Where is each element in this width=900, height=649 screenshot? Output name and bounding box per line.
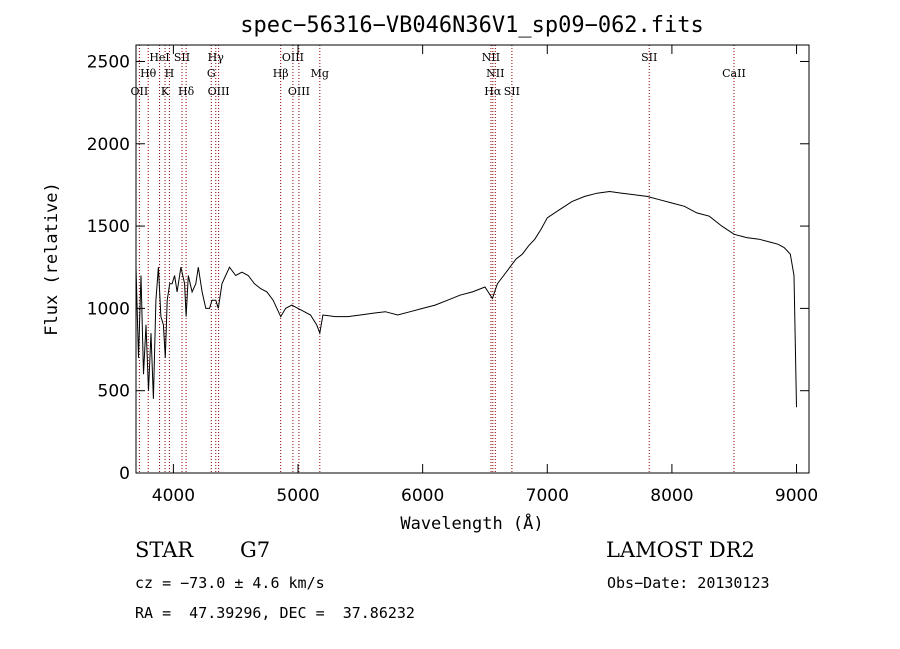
x-tick-label: 8000 — [650, 486, 693, 506]
y-tick-label: 1000 — [87, 299, 130, 319]
y-tick-label: 2500 — [87, 52, 130, 72]
y-tick-label: 0 — [119, 464, 130, 484]
x-tick-label: 5000 — [276, 486, 319, 506]
object-subclass: G7 — [240, 538, 271, 562]
line-marker-label: OII — [131, 85, 149, 98]
y-tick-label: 2000 — [87, 135, 130, 155]
line-marker-label: OIII — [288, 85, 310, 98]
line-marker-label: SII — [174, 51, 190, 64]
line-marker-label: SII — [641, 51, 657, 64]
x-tick-label: 7000 — [526, 486, 569, 506]
line-marker-label: Hα — [484, 85, 502, 98]
y-axis-label: Flux (relative) — [42, 182, 62, 336]
plot-frame — [135, 44, 810, 474]
line-marker-label: Mg — [311, 67, 329, 80]
line-marker-label: NII — [486, 67, 504, 80]
y-axis-ticks: 0 500 1000 1500 2000 2500 — [87, 52, 809, 484]
chart-title: spec−56316−VB046N36V1_sp09−062.fits — [240, 13, 704, 38]
line-marker-label: Hδ — [178, 85, 195, 98]
survey-name: LAMOST DR2 — [606, 538, 755, 562]
y-tick-label: 1500 — [87, 217, 130, 237]
x-tick-label: 6000 — [401, 486, 444, 506]
line-marker-label: G — [207, 67, 216, 80]
object-class: STAR — [135, 538, 194, 562]
redshift-readout: cz = −73.0 ± 4.6 km/s — [135, 574, 325, 592]
line-marker-label: SII — [504, 85, 520, 98]
x-tick-label: 4000 — [152, 486, 195, 506]
line-marker-label: CaII — [722, 67, 746, 80]
line-markers — [138, 45, 735, 473]
x-axis-label: Wavelength (Å) — [400, 512, 543, 534]
x-tick-label: 9000 — [775, 486, 818, 506]
obs-date: Obs−Date: 20130123 — [607, 574, 770, 592]
spectrum-line — [135, 190, 797, 408]
line-marker-label: H — [165, 67, 175, 80]
line-marker-label: NII — [482, 51, 500, 64]
line-marker-label: Hβ — [273, 67, 289, 80]
line-marker-label: OIII — [282, 51, 304, 64]
line-marker-label: K — [161, 85, 170, 98]
coordinates: RA = 47.39296, DEC = 37.86232 — [135, 604, 415, 622]
line-marker-label: HeI — [149, 51, 169, 64]
line-marker-label: Hθ — [140, 67, 157, 80]
line-marker-label: Hγ — [208, 51, 225, 64]
line-marker-label: OIII — [208, 85, 230, 98]
x-axis-ticks: 4000 5000 6000 7000 8000 9000 — [152, 45, 818, 506]
y-tick-label: 500 — [98, 382, 130, 402]
